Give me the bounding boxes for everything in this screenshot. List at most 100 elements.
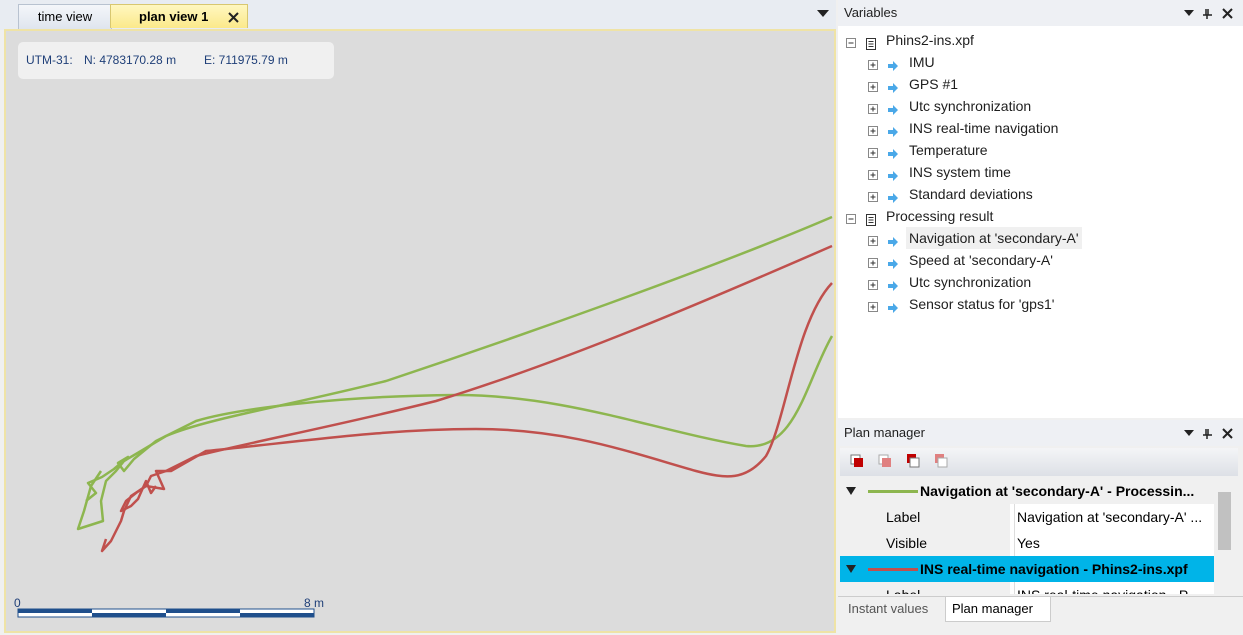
property-row[interactable]: Visible Yes	[840, 530, 1214, 557]
tree-node[interactable]: Phins2-ins.xpf	[838, 29, 1243, 51]
variable-icon-glyph	[888, 83, 898, 93]
collapse-button-glyph	[846, 38, 856, 48]
variable-icon-glyph	[888, 127, 898, 137]
coordinate-box: UTM-31: N: 4783170.28 m E: 711975.79 m	[18, 42, 334, 79]
tree-node[interactable]: Processing result	[838, 205, 1243, 227]
trajectory-red	[100, 244, 833, 553]
node-label: IMU	[909, 54, 935, 70]
variable-icon-glyph	[888, 61, 898, 71]
node-label: GPS #1	[909, 76, 959, 92]
expand-button[interactable]	[868, 166, 880, 180]
variable-icon-glyph	[888, 281, 898, 291]
tab[interactable]: Instant values	[842, 597, 948, 621]
toolbar	[840, 448, 1238, 476]
expand-button[interactable]	[868, 78, 880, 92]
node-label: Utc synchronization	[909, 274, 1032, 290]
tree-node[interactable]: Temperature	[838, 139, 1243, 161]
tree-node[interactable]: Utc synchronization	[838, 271, 1243, 293]
expand-button[interactable]	[868, 188, 880, 202]
property-name	[840, 582, 1010, 594]
expand-button-glyph	[868, 192, 878, 202]
variables-panel: Variables Phins2-ins.xpf IMU GPS #1 Utc syn…	[838, 0, 1243, 418]
tree: Phins2-ins.xpf IMU GPS #1 Utc synchronizati…	[838, 28, 1243, 418]
expand-arrow[interactable]	[846, 565, 856, 573]
tree-node[interactable]: Speed at 'secondary-A'	[838, 249, 1243, 271]
variable-icon-glyph	[888, 171, 898, 181]
file-icon	[865, 210, 877, 226]
panel-buttons[interactable]	[1184, 8, 1240, 20]
trajectory-green	[85, 335, 834, 502]
expand-button-glyph	[868, 82, 878, 92]
expand-button-glyph	[868, 280, 878, 290]
tree-node[interactable]: Standard deviations	[838, 183, 1243, 205]
trajectory-red	[119, 282, 833, 513]
tab[interactable]: time view	[18, 4, 112, 29]
panel-buttons[interactable]	[1184, 428, 1240, 440]
tab-bar: time view plan view 1	[0, 0, 836, 30]
property-name: Visible	[886, 535, 927, 551]
dropdown-icon[interactable]	[817, 10, 829, 18]
expand-button-glyph	[868, 126, 878, 136]
node-label: Utc synchronization	[909, 98, 1032, 114]
file-icon	[865, 34, 877, 50]
tree-node[interactable]: IMU	[838, 51, 1243, 73]
panel-title: Plan manager	[844, 425, 925, 440]
tree-node[interactable]: INS real-time navigation	[838, 117, 1243, 139]
panel-title: Variables	[844, 5, 898, 20]
bottom-tab-bar: Instant values Plan manager	[838, 596, 1243, 623]
panel-header: Plan manager	[838, 420, 1243, 446]
section-header[interactable]: INS real-time navigation - Phins2-ins.xp…	[840, 556, 1214, 582]
tab-active[interactable]: Plan manager	[945, 597, 1051, 622]
property-value: INS real-time navigation - P...	[1014, 582, 1198, 594]
close-icon[interactable]	[228, 12, 239, 23]
variable-icon	[887, 276, 899, 291]
expand-button[interactable]	[868, 254, 880, 268]
variable-icon-glyph	[888, 303, 898, 313]
expand-button[interactable]	[868, 144, 880, 158]
tree-node[interactable]: INS system time	[838, 161, 1243, 183]
line-swatch	[868, 490, 918, 493]
variable-icon	[887, 78, 899, 93]
scale-label: 0	[14, 596, 21, 610]
collapse-button[interactable]	[846, 210, 858, 224]
variable-icon-glyph	[888, 149, 898, 159]
property-row[interactable]: Label Navigation at 'secondary-A' ...	[840, 504, 1214, 531]
tab-active[interactable]: plan view 1	[110, 4, 248, 28]
tree-node[interactable]: Navigation at 'secondary-A'	[838, 227, 1243, 249]
expand-button-glyph	[868, 148, 878, 158]
variable-icon	[887, 56, 899, 71]
scale-label: 8 m	[304, 596, 324, 610]
expand-button-glyph	[868, 170, 878, 180]
property-grid: Navigation at 'secondary-A' - Processin.…	[840, 478, 1214, 594]
node-label: Sensor status for 'gps1'	[909, 296, 1055, 312]
property-name	[840, 504, 1010, 530]
section-title: Navigation at 'secondary-A' - Processin.…	[920, 483, 1195, 499]
tree-node[interactable]: Utc synchronization	[838, 95, 1243, 117]
property-row[interactable]: Label INS real-time navigation - P...	[840, 582, 1214, 594]
expand-button-glyph	[868, 258, 878, 268]
tree-node[interactable]: GPS #1	[838, 73, 1243, 95]
property-name: Label	[886, 582, 920, 594]
trajectories: 0 8 m	[14, 215, 834, 618]
variable-icon	[887, 144, 899, 159]
variable-icon	[887, 298, 899, 313]
expand-button[interactable]	[868, 100, 880, 114]
variable-icon	[887, 100, 899, 115]
section-header[interactable]: Navigation at 'secondary-A' - Processin.…	[840, 478, 1214, 504]
expand-button[interactable]	[868, 298, 880, 312]
collapse-button[interactable]	[846, 34, 858, 48]
property-name	[840, 530, 1010, 556]
tree-node[interactable]: Sensor status for 'gps1'	[838, 293, 1243, 315]
scrollbar[interactable]	[1216, 478, 1233, 594]
scroll-thumb[interactable]	[1218, 492, 1231, 550]
tab-label: plan view 1	[139, 9, 209, 24]
expand-button[interactable]	[868, 56, 880, 70]
expand-button[interactable]	[868, 122, 880, 136]
node-label: Temperature	[909, 142, 988, 158]
expand-button[interactable]	[868, 232, 880, 246]
expand-arrow[interactable]	[846, 487, 856, 495]
expand-button[interactable]	[868, 276, 880, 290]
node-label: INS system time	[909, 164, 1011, 180]
toolbar-icons[interactable]	[840, 448, 960, 476]
